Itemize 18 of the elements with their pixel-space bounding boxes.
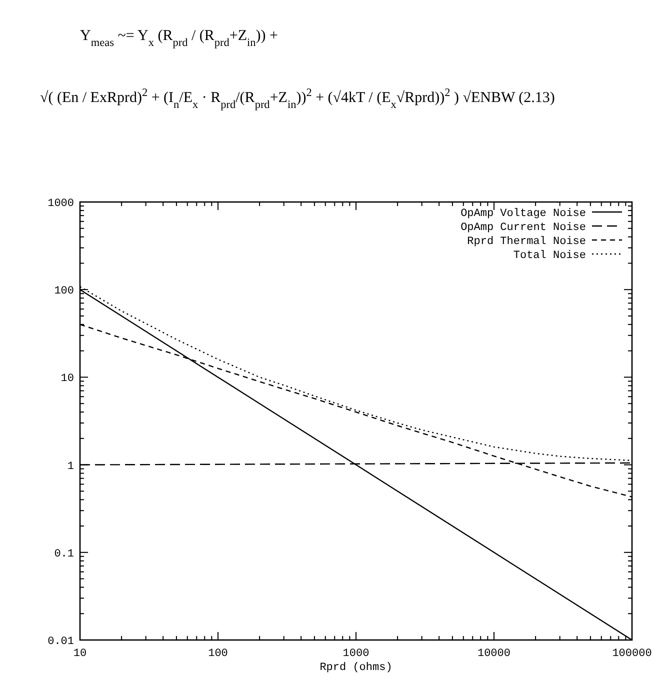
text: Y$_{meas}$ ~= Y$_{x}$ (R$_{prd}$ / (R$_{prd}$+Z$_{in}$)) + <box>80 28 278 49</box>
text: √( (En / ExRprd)$^{2}$ + (I$_{n}$/E$_{x}$ · R$_{prd}$/(R$_{prd}$+Z$_{in}$))$^{2}$ + (√4kT / (E$_{x}$√Rprd))$^{2}$ ) √ENBW (2.13) <box>40 87 555 111</box>
y-tick-label: 100 <box>54 286 74 298</box>
y-tick-label: 1 <box>67 460 74 473</box>
x-axis-title: Rprd (ohms) <box>320 662 392 674</box>
y-tick-label: 10 <box>60 373 74 386</box>
y-tick-label: 1000 <box>48 198 74 210</box>
x-tick-label: 100000 <box>612 648 652 660</box>
x-tick-label: 1000 <box>342 648 370 660</box>
legend-label: OpAmp Voltage Noise <box>460 208 586 220</box>
y-tick-label: 0.01 <box>48 636 74 648</box>
x-tick-label: 10000 <box>477 648 511 660</box>
x-tick-label: 100 <box>208 648 228 660</box>
y-tick-label: 0.1 <box>54 548 74 560</box>
legend-label: OpAmp Current Noise <box>460 222 586 234</box>
legend-label: Rprd Thermal Noise <box>467 236 586 248</box>
legend-label: Total Noise <box>513 250 586 262</box>
x-tick-label: 10 <box>73 648 87 660</box>
